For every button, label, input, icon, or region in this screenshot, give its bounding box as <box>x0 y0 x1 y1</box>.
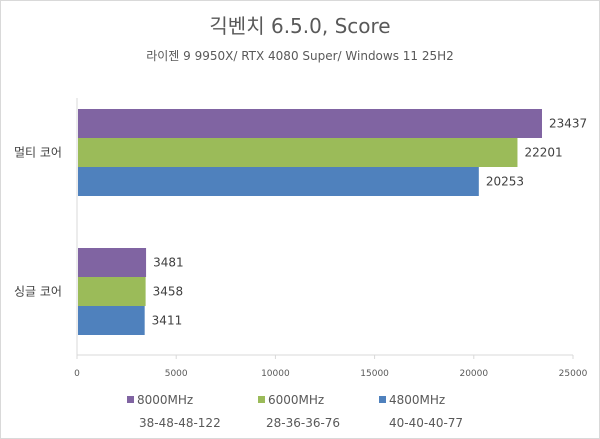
chart-subtitle: 라이젠 9 9950X/ RTX 4080 Super/ Windows 11 … <box>146 49 454 63</box>
legend-label-8000: 8000MHz <box>137 393 194 407</box>
legend-timing-6000: 28-36-36-76 <box>266 416 341 430</box>
legend-timing-4800: 40-40-40-77 <box>389 416 464 430</box>
category-label: 멀티 코어 <box>14 146 62 160</box>
data-label: 23437 <box>549 117 587 131</box>
bar <box>78 306 145 335</box>
x-tick-label: 5000 <box>165 369 188 379</box>
legend-label-6000: 6000MHz <box>268 393 325 407</box>
bar <box>78 138 518 167</box>
legend-swatch-6000 <box>258 396 265 403</box>
x-tick-label: 15000 <box>360 369 389 379</box>
legend-label-4800: 4800MHz <box>389 393 446 407</box>
x-tick-label: 0 <box>74 369 80 379</box>
legend: 8000MHz 6000MHz 4800MHz 38-48-48-122 28-… <box>0 393 600 433</box>
legend-swatch-4800 <box>379 396 386 403</box>
legend-item-4800: 4800MHz <box>379 393 445 407</box>
legend-item-6000: 6000MHz <box>258 393 324 407</box>
data-label: 3481 <box>153 256 184 270</box>
legend-timing-8000: 38-48-48-122 <box>139 416 221 430</box>
bar <box>78 277 146 306</box>
data-label: 20253 <box>486 175 524 189</box>
legend-item-8000: 8000MHz <box>127 393 193 407</box>
x-tick-label: 20000 <box>459 369 488 379</box>
category-label: 싱글 코어 <box>14 285 62 299</box>
x-tick-label: 25000 <box>559 369 588 379</box>
data-label: 3411 <box>152 314 183 328</box>
x-tick-label: 10000 <box>261 369 290 379</box>
bar <box>78 109 542 138</box>
chart-title: 긱벤치 6.5.0, Score <box>209 14 391 38</box>
bar <box>78 248 147 277</box>
data-label: 22201 <box>524 146 562 160</box>
legend-swatch-8000 <box>127 396 134 403</box>
bar <box>78 167 479 196</box>
data-label: 3458 <box>153 285 184 299</box>
